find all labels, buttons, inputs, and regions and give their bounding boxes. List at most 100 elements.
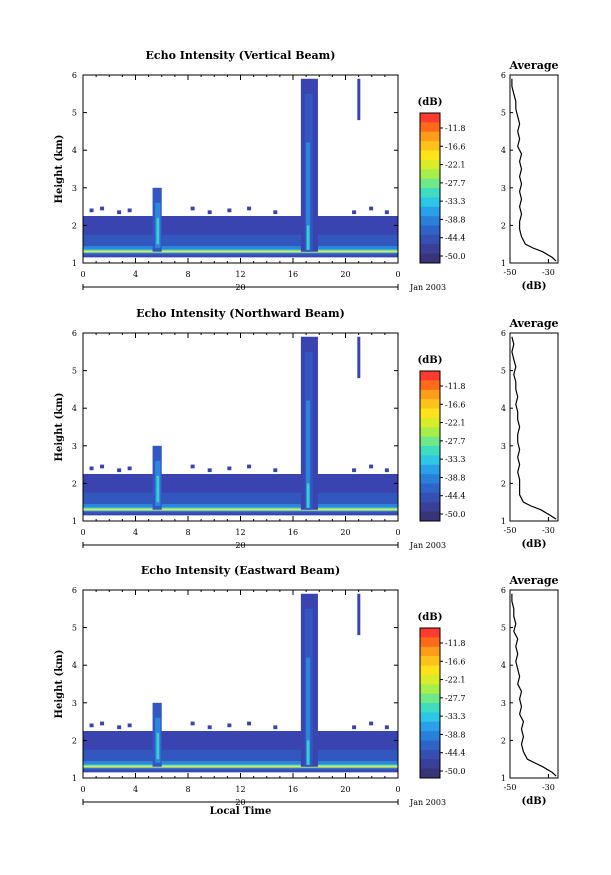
colorbar-frame xyxy=(419,112,441,264)
echo-patch xyxy=(227,723,232,728)
colorbar-swatch xyxy=(420,113,440,123)
x-tick-label: 4 xyxy=(133,270,138,279)
echo-patch xyxy=(369,721,374,726)
echo-patch xyxy=(247,206,252,211)
x-tick-label: 0 xyxy=(395,785,400,794)
colorbar-swatch xyxy=(420,436,440,447)
y-tick-label: 1 xyxy=(72,774,77,783)
y-tick-label: 5 xyxy=(72,109,77,118)
x-tick-label: 4 xyxy=(133,785,138,794)
colorbar-swatch xyxy=(420,188,440,198)
echo-patch-upper xyxy=(357,336,361,379)
colorbar-swatch xyxy=(420,464,440,475)
colorbar-tick-label: -11.8 xyxy=(445,639,466,648)
colorbar-swatch xyxy=(420,712,440,723)
x-tick-label: 0 xyxy=(80,785,85,794)
echo-patch xyxy=(227,466,232,471)
x-tick-label: 0 xyxy=(80,270,85,279)
colorbar-swatch xyxy=(420,244,440,255)
colorbar-tick-label: -16.6 xyxy=(445,400,466,409)
colorbar-tick-label: -44.4 xyxy=(445,749,466,758)
echo-patch xyxy=(100,464,105,469)
echo-patch xyxy=(369,464,374,469)
echo-patch xyxy=(89,466,94,471)
profile-y-tick-label: 3 xyxy=(501,699,506,708)
colorbar-tick-label: -50.0 xyxy=(445,767,466,776)
y-tick-label: 3 xyxy=(72,442,77,451)
echo-patch xyxy=(117,210,122,215)
profile-y-tick-label: 3 xyxy=(501,442,506,451)
colorbar-swatch xyxy=(420,141,440,151)
profile-line xyxy=(511,336,557,520)
colorbar-tick-label: -16.6 xyxy=(445,657,466,666)
y-tick-label: 3 xyxy=(72,699,77,708)
profile-y-tick-label: 2 xyxy=(501,736,506,745)
profile-y-tick-label: 5 xyxy=(501,624,506,633)
echo-patch xyxy=(190,464,195,469)
colorbar-swatch xyxy=(420,637,440,648)
plume-early-peak xyxy=(156,732,160,760)
colorbar-tick-label: -22.1 xyxy=(445,161,466,170)
echo-patch xyxy=(207,468,212,473)
echo-patch xyxy=(352,725,357,730)
panel-title: Echo Intensity (Eastward Beam) xyxy=(141,564,340,577)
profile-y-tick-label: 5 xyxy=(501,367,506,376)
echo-patch xyxy=(273,468,278,473)
colorbar-swatch xyxy=(420,389,440,400)
y-tick-label: 4 xyxy=(72,146,77,155)
colorbar-swatch xyxy=(420,371,440,381)
colorbar-tick-label: -33.3 xyxy=(445,197,466,206)
y-tick-label: 2 xyxy=(72,221,77,230)
colorbar-swatch xyxy=(420,511,440,522)
profile-y-tick-label: 6 xyxy=(501,329,506,338)
plume-main-core xyxy=(306,142,311,250)
colorbar-tick-label: -27.7 xyxy=(445,437,466,446)
echo-heatmap xyxy=(83,78,398,258)
profile-y-tick-label: 4 xyxy=(501,146,506,155)
colorbar-tick-label: -38.8 xyxy=(445,215,466,224)
colorbar-swatch xyxy=(420,474,440,484)
x-tick-label: 8 xyxy=(185,785,190,794)
y-axis-label: Height (km) xyxy=(54,393,65,462)
colorbar-tick-label: -11.8 xyxy=(445,124,466,133)
colorbar-swatch xyxy=(420,759,440,770)
profile-line xyxy=(511,78,557,262)
x-tick-label: 12 xyxy=(235,528,245,537)
colorbar-tick-label: -38.8 xyxy=(445,730,466,739)
echo-patch xyxy=(247,721,252,726)
colorbar-unit: (dB) xyxy=(418,97,443,108)
echo-patch xyxy=(384,210,389,215)
y-tick-label: 3 xyxy=(72,184,77,193)
colorbar-swatch xyxy=(420,665,440,676)
colorbar-tick-label: -50.0 xyxy=(445,510,466,519)
profile-y-tick-label: 2 xyxy=(501,479,506,488)
panel-title: Echo Intensity (Northward Beam) xyxy=(136,307,345,320)
x-tick-label: 20 xyxy=(340,270,350,279)
colorbar-swatch xyxy=(420,169,440,180)
profile-x-tick-label: -30 xyxy=(542,268,555,277)
profile-frame xyxy=(509,74,559,264)
colorbar-swatch xyxy=(420,380,440,391)
y-tick-label: 5 xyxy=(72,367,77,376)
colorbar-swatch xyxy=(420,399,440,409)
y-tick-label: 2 xyxy=(72,736,77,745)
colorbar-tick-label: -44.4 xyxy=(445,492,466,501)
colorbar-swatch xyxy=(420,131,440,142)
colorbar-swatch xyxy=(420,427,440,438)
colorbar-tick-label: -44.4 xyxy=(445,234,466,243)
plume-main-peak xyxy=(306,225,310,250)
colorbar-swatch xyxy=(420,150,440,161)
colorbar-tick-label: -16.6 xyxy=(445,142,466,151)
date-day-label: 20 xyxy=(235,541,245,550)
colorbar-frame xyxy=(419,370,441,522)
profile-y-tick-label: 4 xyxy=(501,404,506,413)
colorbar-swatch xyxy=(420,492,440,503)
echo-patch xyxy=(100,721,105,726)
colorbar-tick-label: -33.3 xyxy=(445,712,466,721)
x-tick-label: 16 xyxy=(288,785,298,794)
echo-patch xyxy=(100,206,105,211)
x-axis-label: Local Time xyxy=(210,806,272,817)
y-tick-label: 4 xyxy=(72,661,77,670)
echo-patch xyxy=(384,725,389,730)
colorbar-swatch xyxy=(420,455,440,466)
